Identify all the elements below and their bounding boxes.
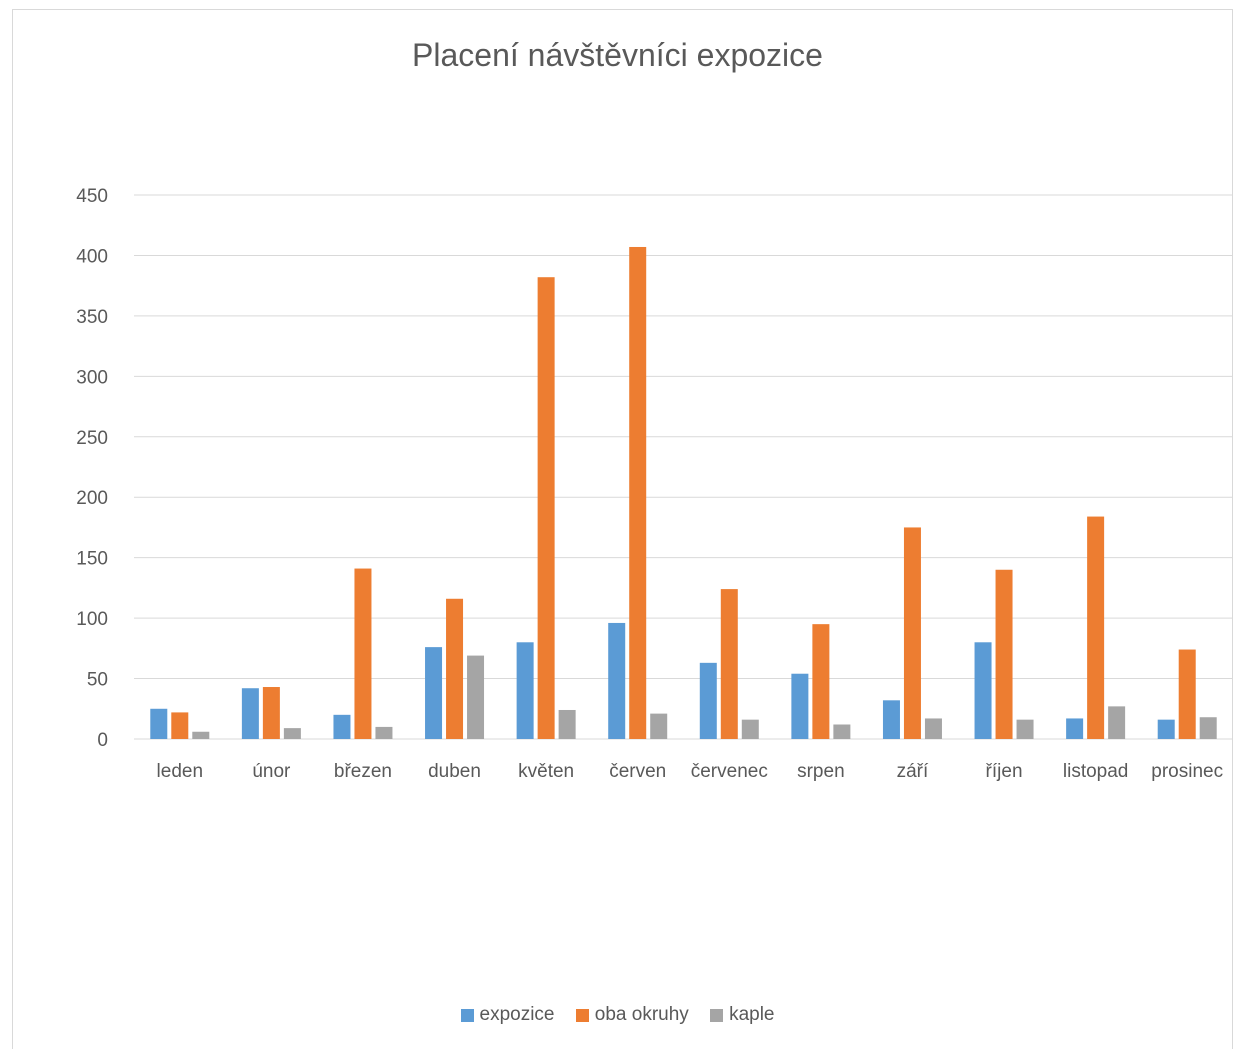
x-tick-label: září xyxy=(897,761,929,782)
bar-kaple-červenec xyxy=(741,719,759,739)
bar-kaple-červen xyxy=(650,713,668,739)
bar-kaple-duben xyxy=(467,655,485,739)
legend-label-oba-okruhy: oba okruhy xyxy=(594,1004,689,1025)
bar-kaple-březen xyxy=(375,726,393,739)
legend-label-expozice: expozice xyxy=(479,1004,555,1025)
bar-kaple-prosinec xyxy=(1199,717,1217,739)
bar-oba-okruhy-únor xyxy=(262,687,280,739)
legend-swatch-expozice xyxy=(460,1008,474,1022)
bar-oba-okruhy-srpen xyxy=(812,624,830,739)
bar-oba-okruhy-září xyxy=(903,527,921,739)
bar-oba-okruhy-březen xyxy=(354,568,372,739)
bar-kaple-květen xyxy=(558,709,576,739)
legend: expozice oba okruhy kaple xyxy=(0,1004,1235,1028)
x-tick-label: červen xyxy=(609,761,666,782)
legend-item-expozice: expozice xyxy=(460,1004,555,1026)
x-tick-label: prosinec xyxy=(1151,761,1223,782)
bar-oba-okruhy-květen xyxy=(537,277,555,739)
bar-kaple-srpen xyxy=(833,724,851,739)
y-tick-label: 50 xyxy=(87,670,108,691)
y-tick-label: 250 xyxy=(76,428,108,449)
x-tick-label: červenec xyxy=(691,761,768,782)
bar-expozice-říjen xyxy=(974,642,992,739)
legend-swatch-oba-okruhy xyxy=(575,1008,589,1022)
bar-expozice-březen xyxy=(333,714,351,739)
x-tick-label: leden xyxy=(157,761,204,782)
y-tick-label: 350 xyxy=(76,307,108,328)
bar-oba-okruhy-duben xyxy=(446,598,464,739)
bar-oba-okruhy-leden xyxy=(171,712,189,739)
x-tick-label: květen xyxy=(518,761,574,782)
bar-expozice-září xyxy=(882,700,900,739)
chart-title: Placení návštěvníci expozice xyxy=(412,37,823,73)
y-tick-label: 200 xyxy=(76,488,108,509)
bar-oba-okruhy-říjen xyxy=(995,569,1013,739)
bar-expozice-červenec xyxy=(699,662,717,739)
x-tick-label: listopad xyxy=(1063,761,1129,782)
x-tick-label: srpen xyxy=(797,761,845,782)
legend-item-oba-okruhy: oba okruhy xyxy=(575,1004,689,1026)
bar-oba-okruhy-červen xyxy=(629,246,647,739)
x-tick-label: březen xyxy=(334,761,392,782)
bar-kaple-únor xyxy=(283,728,301,739)
y-tick-label: 0 xyxy=(97,730,108,751)
bar-expozice-srpen xyxy=(791,673,809,739)
bar-kaple-září xyxy=(924,718,942,739)
bar-kaple-říjen xyxy=(1016,719,1034,739)
bar-oba-okruhy-listopad xyxy=(1087,516,1105,739)
bar-expozice-květen xyxy=(516,642,534,739)
bar-expozice-červen xyxy=(608,622,626,739)
bar-oba-okruhy-červenec xyxy=(720,589,738,739)
bar-expozice-listopad xyxy=(1066,718,1084,739)
chart-area xyxy=(12,9,1233,1049)
bar-kaple-leden xyxy=(192,731,210,739)
y-tick-label: 450 xyxy=(76,186,108,207)
bar-oba-okruhy-prosinec xyxy=(1178,649,1196,739)
legend-item-kaple: kaple xyxy=(710,1004,775,1026)
legend-label-kaple: kaple xyxy=(729,1004,775,1025)
bar-expozice-duben xyxy=(425,647,443,739)
x-tick-label: říjen xyxy=(986,761,1023,782)
y-tick-label: 150 xyxy=(76,549,108,570)
bar-kaple-listopad xyxy=(1108,706,1126,739)
bar-expozice-únor xyxy=(241,688,259,739)
bar-expozice-leden xyxy=(150,708,168,739)
bar-expozice-prosinec xyxy=(1157,719,1175,739)
y-tick-label: 400 xyxy=(76,246,108,267)
y-tick-label: 300 xyxy=(76,367,108,388)
y-tick-label: 100 xyxy=(76,609,108,630)
x-tick-label: duben xyxy=(428,761,481,782)
legend-swatch-kaple xyxy=(710,1008,724,1022)
x-tick-label: únor xyxy=(252,761,291,782)
